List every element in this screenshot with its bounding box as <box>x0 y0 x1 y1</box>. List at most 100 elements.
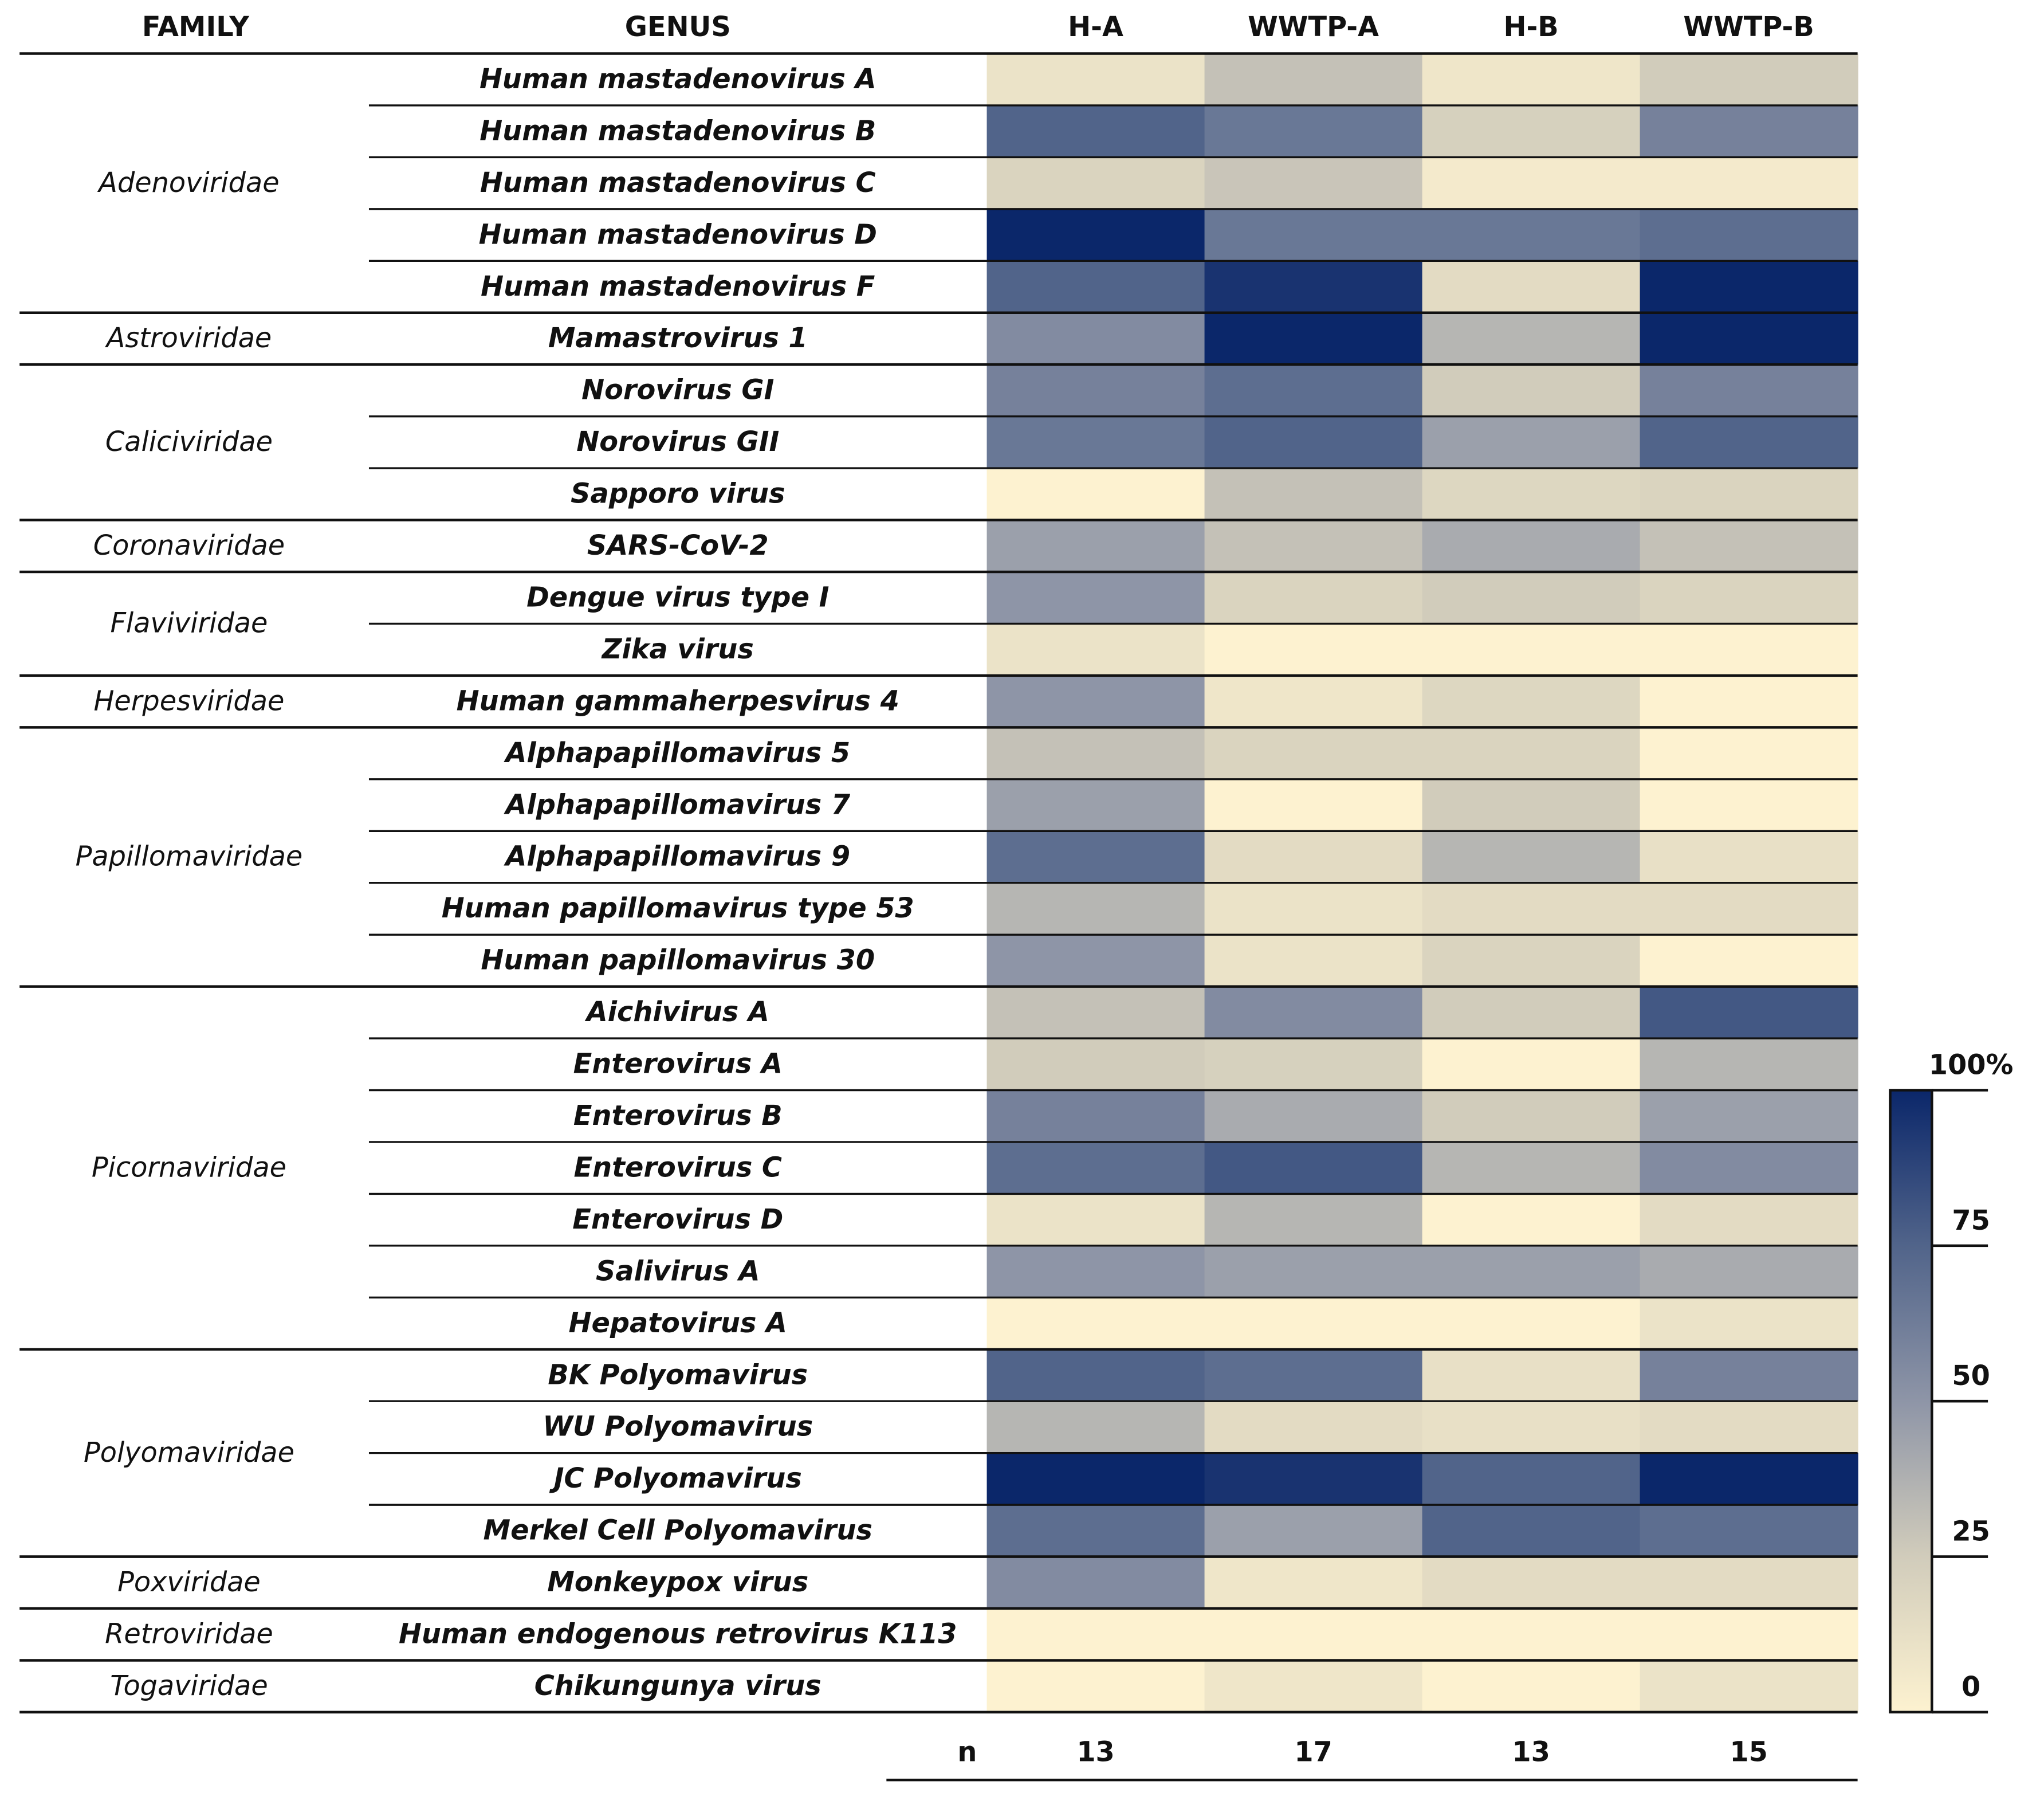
heat-cell <box>1204 261 1423 313</box>
heat-cell <box>1422 935 1641 987</box>
genus-label: BK Polyomavirus <box>548 1359 808 1391</box>
heat-cell <box>1640 1245 1858 1298</box>
colorbar-tick-label: 75 <box>1952 1205 1990 1237</box>
genus-label: Human mastadenovirus A <box>479 64 876 95</box>
colorbar-tick-label: 100% <box>1929 1050 2014 1081</box>
colorbar-tick-label: 50 <box>1952 1360 1990 1392</box>
heat-cell <box>1640 935 1858 987</box>
genus-header: GENUS <box>625 11 731 43</box>
genus-label: Human endogenous retrovirus K113 <box>399 1619 957 1650</box>
heat-cell <box>986 779 1205 832</box>
heat-cell <box>1204 312 1423 366</box>
column-header: WWTP-A <box>1248 11 1379 43</box>
heat-cell <box>1640 157 1858 210</box>
heat-cell <box>1204 831 1423 884</box>
heat-cell <box>1422 1349 1641 1402</box>
heat-cell <box>1640 831 1858 884</box>
heat-cell <box>1422 1297 1641 1350</box>
heat-cell <box>1422 416 1641 469</box>
genus-label: SARS-CoV-2 <box>587 530 769 562</box>
heat-cell <box>1204 727 1423 780</box>
heat-cell <box>986 312 1205 366</box>
heat-cell <box>1422 986 1641 1039</box>
heat-cell <box>1204 675 1423 728</box>
genus-label: Enterovirus A <box>573 1049 783 1080</box>
heat-cell <box>986 571 1205 625</box>
heat-cell <box>1422 261 1641 313</box>
genus-label: WU Polyomavirus <box>543 1411 813 1443</box>
heat-cell <box>1640 105 1858 158</box>
heat-cell <box>1422 1556 1641 1610</box>
heat-cell <box>1640 1038 1858 1091</box>
heat-cell <box>986 468 1205 521</box>
heat-cell <box>986 831 1205 884</box>
heat-cell <box>1640 1194 1858 1246</box>
heat-cell <box>1422 1453 1641 1506</box>
heat-cell <box>986 261 1205 313</box>
heat-cell <box>986 1090 1205 1143</box>
heat-cell <box>986 1505 1205 1557</box>
column-header: H-B <box>1503 11 1558 43</box>
heat-cell <box>986 1245 1205 1298</box>
heat-cell <box>1422 1245 1641 1298</box>
heat-cell <box>1422 53 1641 107</box>
family-label: Herpesviridae <box>93 685 284 717</box>
n-value: 17 <box>1294 1737 1332 1768</box>
heat-cell <box>1422 779 1641 832</box>
heat-cell <box>986 157 1205 210</box>
heat-cell <box>1422 675 1641 728</box>
heat-cell <box>1640 1556 1858 1610</box>
heat-cell <box>986 1660 1205 1713</box>
heat-cell <box>1204 364 1423 417</box>
heat-cell <box>1640 571 1858 625</box>
heat-cell <box>1640 520 1858 573</box>
heat-cell <box>1422 520 1641 573</box>
heat-cell <box>986 675 1205 728</box>
heat-cell <box>1204 416 1423 469</box>
genus-label: Dengue virus type I <box>526 582 829 613</box>
heat-cell <box>986 416 1205 469</box>
heat-cell <box>1422 364 1641 417</box>
column-header: H-A <box>1068 11 1123 43</box>
heat-cell <box>1204 1660 1423 1713</box>
heat-cell <box>1640 209 1858 262</box>
genus-label: Chikungunya virus <box>534 1670 821 1702</box>
genus-label: Alphapapillomavirus 7 <box>503 789 850 821</box>
heat-cell <box>986 1608 1205 1661</box>
genus-label: Human mastadenovirus C <box>480 167 876 199</box>
genus-label: Human mastadenovirus D <box>479 219 877 250</box>
heat-cell <box>986 105 1205 158</box>
heat-cell <box>1204 1141 1423 1195</box>
heat-cell <box>1640 1660 1858 1713</box>
heat-cell <box>1422 882 1641 936</box>
genus-label: Human gammaherpesvirus 4 <box>457 685 899 717</box>
heat-cell <box>986 623 1205 677</box>
heat-cell <box>1640 675 1858 728</box>
heat-cell <box>1204 623 1423 677</box>
heat-cell <box>1422 1038 1641 1091</box>
heat-cell <box>1204 1505 1423 1557</box>
genus-label: Enterovirus B <box>573 1100 783 1132</box>
heat-cell <box>1204 779 1423 832</box>
heat-cell <box>1640 1608 1858 1661</box>
heat-cell <box>1640 623 1858 677</box>
heat-cell <box>1204 1245 1423 1298</box>
heat-cell <box>1422 1090 1641 1143</box>
heat-cell <box>1640 1141 1858 1195</box>
heat-cell <box>1422 1608 1641 1661</box>
heat-cell <box>1422 312 1641 366</box>
heat-cell <box>1640 468 1858 521</box>
heat-cell <box>1640 261 1858 313</box>
heat-cell <box>1422 209 1641 262</box>
n-value: 13 <box>1076 1737 1114 1768</box>
heat-cell <box>1204 986 1423 1039</box>
family-label: Adenoviridae <box>97 167 279 199</box>
heat-cell <box>986 53 1205 107</box>
genus-label: Salivirus A <box>596 1255 760 1287</box>
genus-label: Mamastrovirus 1 <box>548 323 808 354</box>
heat-cell <box>1204 1297 1423 1350</box>
family-header: FAMILY <box>142 11 250 43</box>
genus-label: Norovirus GI <box>581 375 774 406</box>
heat-cell <box>1422 1505 1641 1557</box>
heat-cell <box>1204 571 1423 625</box>
